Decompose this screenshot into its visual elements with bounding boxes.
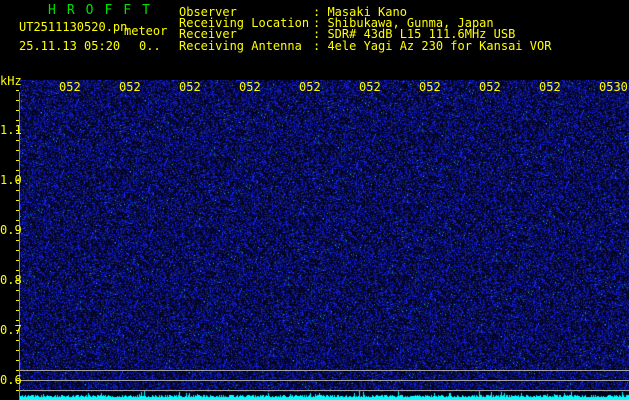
- mode-label: meteor: [124, 24, 168, 38]
- y-tick: [16, 310, 19, 311]
- time-label: 0530: [599, 81, 628, 93]
- y-tick: [16, 230, 19, 231]
- y-tick: [16, 280, 19, 281]
- y-tick: [16, 140, 19, 141]
- app-title: HROFFT: [48, 3, 161, 18]
- y-tick: [16, 330, 19, 331]
- y-axis: [19, 92, 20, 400]
- y-tick: [16, 200, 19, 201]
- y-tick: [16, 110, 19, 111]
- y-tick: [16, 380, 19, 381]
- y-tick: [16, 320, 19, 321]
- y-tick: [16, 190, 19, 191]
- y-label: 1.1: [0, 123, 22, 137]
- y-tick: [16, 250, 19, 251]
- y-unit: kHz: [0, 74, 22, 88]
- y-tick: [16, 160, 19, 161]
- reference-line: [20, 370, 629, 371]
- reference-line: [20, 390, 629, 391]
- y-tick: [16, 300, 19, 301]
- y-tick: [16, 260, 19, 261]
- location-value: : Shibukawa, Gunma, Japan: [313, 16, 494, 30]
- y-tick: [16, 360, 19, 361]
- y-tick: [16, 130, 19, 131]
- time-label: 0521: [59, 81, 81, 93]
- y-label: 0.7: [0, 323, 22, 337]
- filename: UT2511130520.pn: [19, 20, 128, 34]
- y-label: 1.0: [0, 173, 22, 187]
- time-label: 0527: [419, 81, 441, 93]
- spectrogram: [20, 80, 629, 400]
- receiver-label: Receiver: [179, 27, 237, 41]
- time-label: 0525: [299, 81, 321, 93]
- y-tick: [16, 150, 19, 151]
- location-label: Receiving Location: [179, 16, 310, 30]
- y-tick: [16, 220, 19, 221]
- time-label: 0528: [479, 81, 501, 93]
- reference-line: [20, 380, 629, 381]
- time-label: 0529: [539, 81, 561, 93]
- y-tick: [16, 170, 19, 171]
- time-label: 0523: [179, 81, 201, 93]
- observer-value: : Masaki Kano: [313, 5, 407, 19]
- time-label: 0526: [359, 81, 381, 93]
- count: 0..: [139, 39, 161, 53]
- y-tick: [16, 120, 19, 121]
- y-tick: [16, 350, 19, 351]
- datetime: 25.11.13 05:20: [19, 39, 121, 53]
- y-tick: [16, 290, 19, 291]
- y-label: 0.6: [0, 373, 22, 387]
- time-label: 0524: [239, 81, 261, 93]
- antenna-value: : 4ele Yagi Az 230 for Kansai VOR: [313, 39, 552, 53]
- y-tick: [16, 100, 19, 101]
- antenna-label: Receiving Antenna: [179, 39, 302, 53]
- y-tick: [16, 340, 19, 341]
- y-label: 0.9: [0, 223, 22, 237]
- y-tick: [16, 210, 19, 211]
- y-tick: [16, 370, 19, 371]
- y-tick: [16, 270, 19, 271]
- y-tick: [16, 390, 19, 391]
- observer-label: Observer: [179, 5, 237, 19]
- y-tick: [16, 180, 19, 181]
- receiver-value: : SDR# 43dB L15 111.6MHz USB: [313, 27, 516, 41]
- y-tick: [16, 90, 19, 91]
- y-label: 0.8: [0, 273, 22, 287]
- y-tick: [16, 240, 19, 241]
- time-label: 0522: [119, 81, 141, 93]
